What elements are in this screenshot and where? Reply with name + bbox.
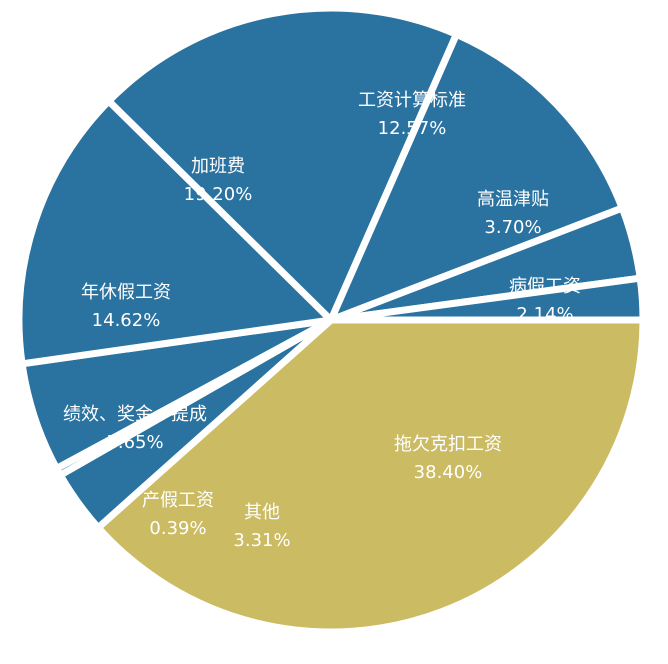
slice-name-label: 年休假工资 — [81, 282, 171, 303]
slice-name-label: 产假工资 — [142, 490, 214, 511]
slice-name-label: 其他 — [244, 502, 280, 523]
slice-value-label: 5.65% — [106, 432, 163, 453]
slice-name-label: 绩效、奖金、提成 — [63, 404, 207, 425]
slice-name-label: 病假工资 — [509, 276, 581, 297]
slice-value-label: 38.40% — [414, 462, 483, 483]
pie-slice-6 — [327, 30, 626, 324]
slice-value-label: 0.39% — [149, 518, 206, 539]
slice-value-label: 12.57% — [378, 118, 447, 139]
slice-name-label: 拖欠克扣工资 — [394, 434, 502, 455]
slice-name-label: 工资计算标准 — [358, 90, 466, 111]
slice-name-label: 加班费 — [191, 156, 245, 177]
slice-name-label: 高温津贴 — [477, 189, 549, 210]
pie-slice-5 — [105, 4, 460, 324]
slice-value-label: 3.70% — [484, 217, 541, 238]
pie-slice-4 — [15, 97, 335, 368]
slice-value-label: 3.31% — [233, 530, 290, 551]
pie-slices — [15, 4, 647, 636]
slice-value-label: 19.20% — [184, 184, 253, 205]
pie-slice-8 — [327, 274, 647, 324]
pie-labels: 拖欠克扣工资 38.40% 其他 3.31% 产假工资 0.39% 绩效、奖金、提成 5.65… — [63, 90, 581, 551]
slice-value-label: 2.14% — [516, 304, 573, 325]
pie-slice-0 — [94, 316, 647, 636]
slice-value-label: 14.62% — [92, 310, 161, 331]
